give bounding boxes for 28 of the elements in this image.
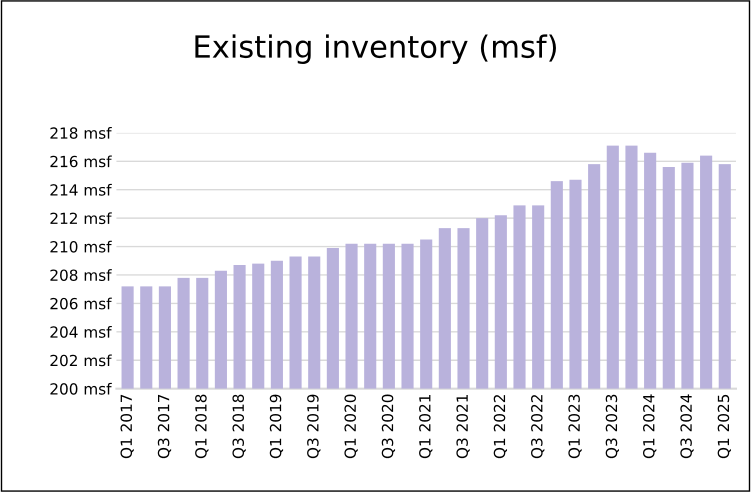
x-tick-label: Q3 2024 (680, 394, 694, 458)
x-tick-label: Q3 2021 (456, 394, 470, 458)
x-tick-label: Q1 2020 (344, 394, 358, 458)
y-tick-label: 218 msf (50, 127, 112, 139)
y-tick-label: 210 msf (50, 240, 112, 253)
x-tick-label: Q1 2017 (120, 394, 134, 458)
x-tick-label: Q3 2020 (382, 394, 396, 458)
y-tick-label: 206 msf (50, 298, 112, 310)
x-tick-label: Q1 2023 (568, 394, 582, 458)
y-tick-label: 204 msf (50, 326, 112, 338)
x-tick-label: Q1 2019 (270, 394, 284, 458)
y-tick-label: 202 msf (50, 354, 112, 366)
x-tick-label: Q3 2017 (158, 394, 172, 458)
y-tick-label: 216 msf (50, 155, 112, 168)
y-tick-label: 208 msf (50, 269, 112, 281)
chart-title: Existing inventory (msf) (195, 34, 556, 64)
y-tick-label: 200 msf (50, 382, 112, 395)
x-tick-label: Q1 2021 (419, 394, 432, 458)
x-tick-label: Q3 2019 (307, 394, 320, 458)
x-tick-label: Q1 2025 (718, 394, 731, 458)
x-tick-label: Q3 2023 (606, 394, 619, 458)
x-tick-label: Q3 2018 (232, 394, 246, 458)
x-tick-label: Q1 2024 (643, 394, 656, 458)
x-tick-label: Q1 2022 (494, 395, 508, 458)
y-tick-label: 212 msf (50, 212, 112, 224)
y-tick-label: 214 msf (50, 184, 112, 196)
x-tick-label: Q1 2018 (195, 394, 208, 458)
x-tick-label: Q3 2022 (531, 395, 544, 458)
